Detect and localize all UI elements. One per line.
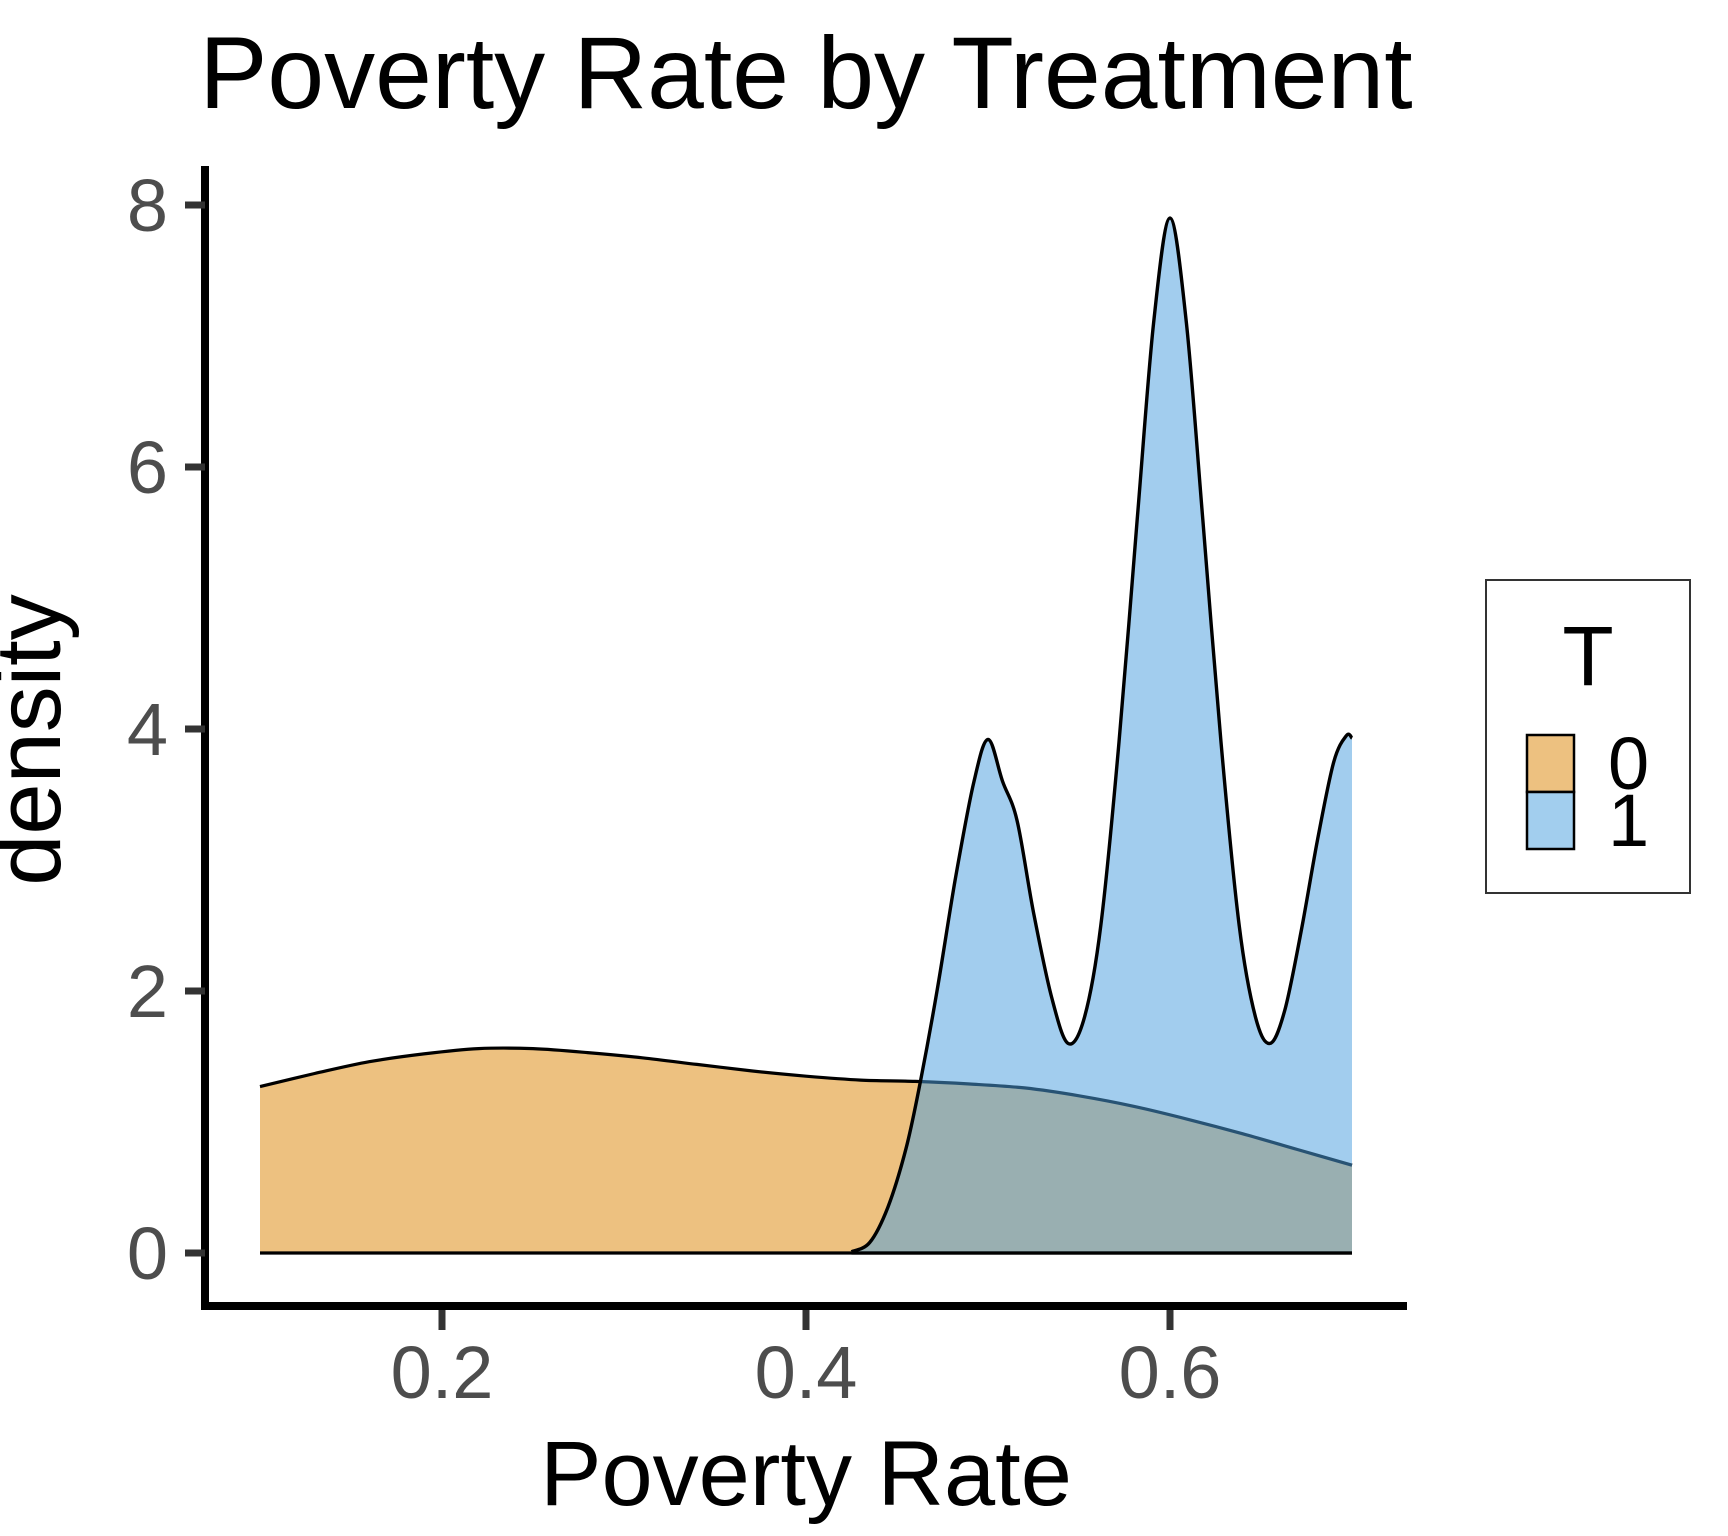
x-tick-label: 0.4 — [755, 1331, 858, 1414]
legend-swatch-t1 — [1525, 790, 1576, 851]
y-tick-label: 6 — [127, 426, 168, 509]
plot-title: Poverty Rate by Treatment — [199, 16, 1412, 130]
y-axis-ticks: 0 2 4 6 8 — [127, 164, 205, 1295]
legend-box — [1485, 579, 1691, 894]
x-axis-title: Poverty Rate — [540, 1423, 1072, 1525]
x-tick-label: 0.6 — [1119, 1331, 1222, 1414]
x-tick-label: 0.2 — [391, 1331, 494, 1414]
y-tick-label: 0 — [127, 1212, 168, 1295]
legend-swatch-t0 — [1525, 733, 1576, 794]
y-tick-label: 4 — [127, 688, 168, 771]
density-layers — [259, 216, 1354, 1255]
legend: T 0 1 — [1485, 579, 1691, 894]
y-axis-title: density — [0, 594, 80, 886]
axes: 0 2 4 6 8 0.2 0.4 0.6 — [127, 164, 1407, 1414]
density-area-t1 — [851, 218, 1352, 1254]
y-tick-label: 8 — [127, 164, 168, 247]
x-axis-ticks: 0.2 0.4 0.6 — [391, 1310, 1222, 1414]
legend-title: T — [1562, 609, 1613, 703]
y-tick-label: 2 — [127, 950, 168, 1033]
legend-label-t1: 1 — [1608, 779, 1649, 862]
density-curve-t1 — [850, 216, 1354, 1254]
legend-label-t0: 0 — [1608, 722, 1649, 805]
